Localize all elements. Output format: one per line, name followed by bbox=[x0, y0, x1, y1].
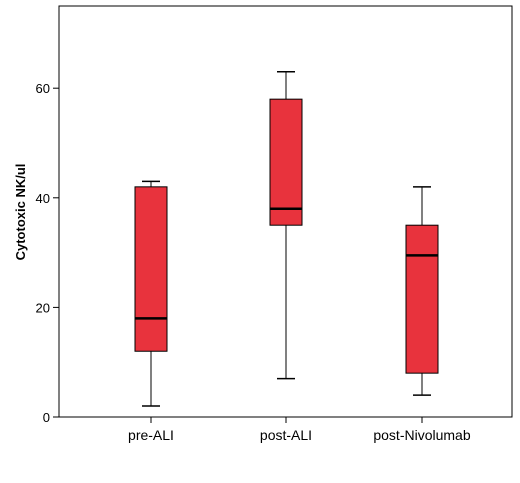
y-tick-label: 20 bbox=[36, 300, 50, 315]
y-axis-title: Cytotoxic NK/ul bbox=[13, 164, 28, 261]
box-2 bbox=[269, 71, 303, 380]
y-tick-label: 0 bbox=[43, 410, 50, 425]
x-category-label: post-ALI bbox=[260, 427, 312, 443]
y-tick-label: 60 bbox=[36, 81, 50, 96]
x-category-label: post-Nivolumab bbox=[373, 427, 470, 443]
y-tick-label: 40 bbox=[36, 191, 50, 206]
iqr-box bbox=[269, 98, 303, 226]
box-3 bbox=[405, 186, 439, 396]
box-series bbox=[134, 71, 439, 407]
y-axis-ticks: 0 20 40 60 bbox=[36, 81, 59, 425]
iqr-box bbox=[134, 186, 168, 352]
box-1 bbox=[134, 180, 168, 407]
x-category-label: pre-ALI bbox=[128, 427, 174, 443]
iqr-box bbox=[405, 224, 439, 374]
x-axis-labels: pre-ALI post-ALI post-Nivolumab bbox=[128, 417, 471, 443]
